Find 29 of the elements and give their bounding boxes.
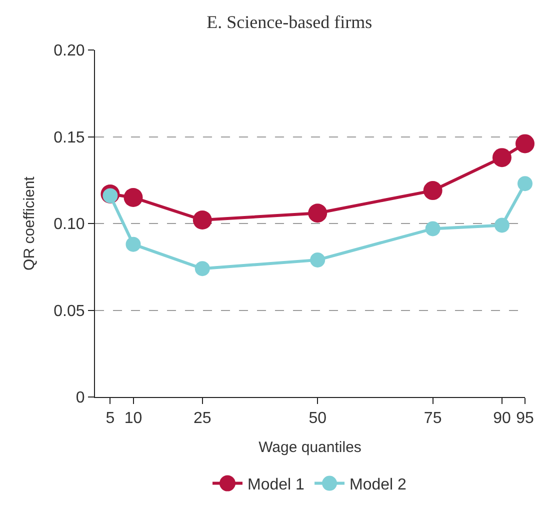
point (192, 210, 212, 230)
x-tick-label: 50 (308, 410, 327, 428)
x-tick-label: 95 (516, 410, 534, 428)
point (194, 261, 210, 276)
y-tick-label: 0.15 (54, 129, 85, 146)
y-tick-label: 0 (76, 390, 85, 407)
y-axis-title: QR coefficient (20, 176, 38, 270)
point (492, 148, 512, 168)
y-tick-label: 0.05 (54, 302, 85, 320)
legend-label: Model 2 (350, 476, 407, 494)
x-tick-label: 10 (124, 410, 142, 428)
x-tick-label: 25 (193, 410, 212, 428)
x-tick-label: 75 (424, 410, 442, 428)
point (518, 176, 532, 192)
y-tick-label: 0.10 (54, 216, 85, 234)
point (516, 134, 534, 154)
chart-title: E. Science-based firms (206, 12, 372, 32)
point (310, 252, 326, 268)
point (126, 236, 141, 252)
point (308, 204, 328, 223)
legend-label: Model 1 (248, 476, 305, 494)
point (423, 181, 442, 200)
x-tick-label: 90 (493, 410, 511, 428)
x-axis-title: Wage quantiles (258, 439, 362, 456)
x-tick-label: 5 (106, 410, 115, 428)
point (425, 221, 440, 236)
y-tick-label: 0.20 (54, 42, 85, 60)
point (124, 188, 143, 207)
point (494, 218, 510, 233)
